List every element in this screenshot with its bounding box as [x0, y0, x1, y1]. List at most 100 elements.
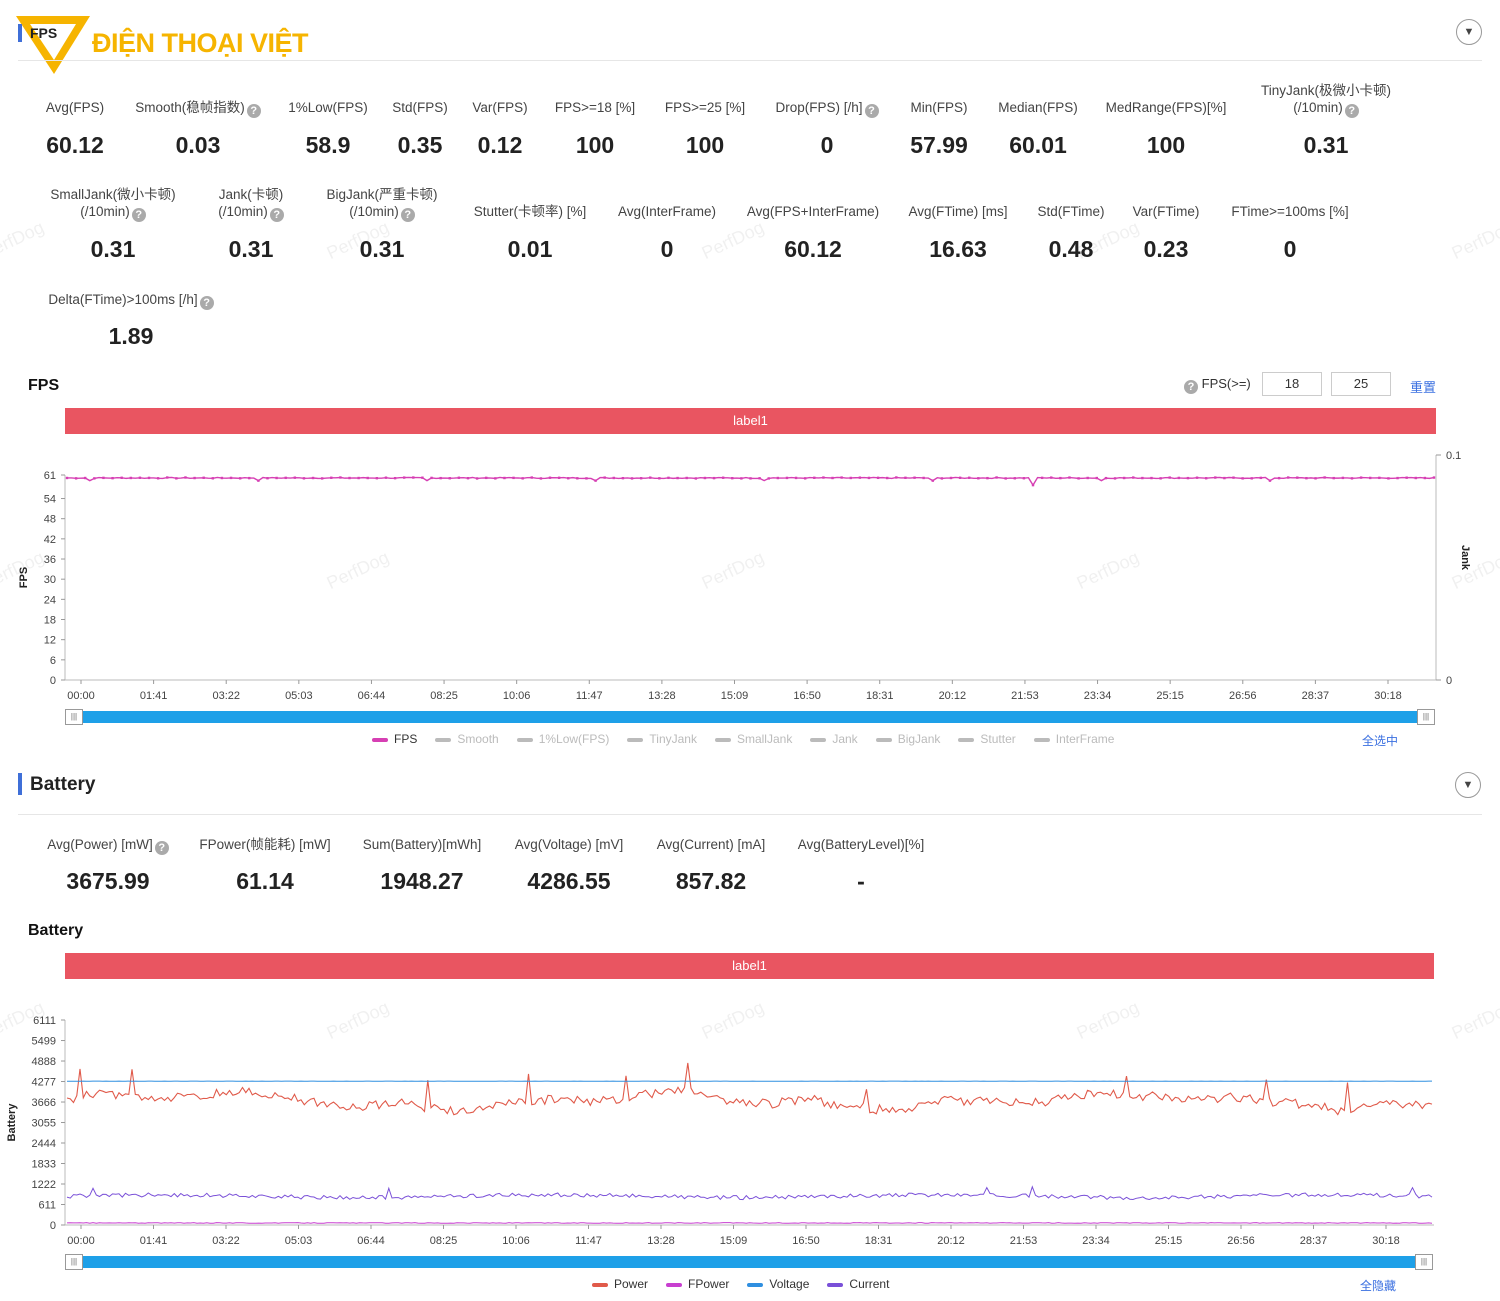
x-tick-label: 06:44 [358, 690, 386, 702]
y-tick-label: 1833 [32, 1159, 56, 1171]
legend-item-tinyjank[interactable]: TinyJank [627, 732, 697, 746]
stat-item: Median(FPS) 60.01 [948, 82, 1128, 158]
stat-item: Avg(InterFrame) 0 [577, 186, 757, 262]
x-tick-label: 08:25 [430, 690, 458, 702]
fps-data-point [521, 477, 524, 480]
fps-slider-left-handle[interactable]: ||| [65, 709, 83, 725]
x-tick-label: 21:53 [1010, 1235, 1038, 1247]
fps-data-point [1286, 476, 1290, 479]
stat-value: 0.31 [228, 236, 274, 262]
fps-line-chart[interactable]: 0 6 12 18 24 30 36 42 48 54 61 00:00 01:41 03:22 05:03… [0, 440, 1500, 710]
stat-item: Stutter(卡顿率) [%] 0.01 [440, 186, 620, 262]
stat-value: 1948.27 [380, 868, 464, 894]
help-icon[interactable]: ? [1184, 380, 1198, 394]
x-tick-label: 08:25 [430, 1235, 458, 1247]
battery-slider-left-handle[interactable]: ||| [65, 1254, 83, 1270]
y-tick-label: 18 [44, 615, 56, 627]
stat-label-text: FTime>=100ms [%] [1231, 204, 1349, 219]
legend-item-1-low-fps-[interactable]: 1%Low(FPS) [516, 732, 609, 746]
stat-label: TinyJank(极微小卡顿) (/10min)? [1236, 82, 1416, 118]
stat-item: Var(FTime) 0.23 [1076, 186, 1256, 262]
battery-zoom-slider[interactable] [66, 1256, 1432, 1268]
x-tick-label: 10:06 [503, 690, 531, 702]
fps-data-point [248, 476, 251, 480]
fps-data-point [612, 476, 615, 480]
legend-swatch-icon [435, 737, 452, 742]
y-tick-label: 36 [44, 554, 56, 566]
fps-data-point [1259, 476, 1263, 480]
fps-data-point [65, 476, 69, 480]
y-tick-label: 6111 [33, 1015, 56, 1027]
stat-label-text: Median(FPS) [998, 100, 1078, 115]
legend-item-fps[interactable]: FPS [372, 732, 417, 746]
legend-item-power[interactable]: Power [592, 1277, 648, 1291]
reset-button[interactable]: 重置 [1410, 380, 1437, 395]
x-tick-label: 06:44 [357, 1235, 385, 1247]
help-icon[interactable]: ? [131, 208, 146, 222]
fps-data-point [120, 476, 123, 479]
fps-threshold-input-2[interactable]: 25 [1331, 372, 1391, 396]
battery-slider-right-handle[interactable]: ||| [1415, 1254, 1433, 1270]
battery-collapse-button[interactable]: ▼ [1455, 772, 1481, 798]
fps-data-point [1277, 476, 1281, 480]
fps-threshold-input-1[interactable]: 18 [1262, 372, 1322, 396]
fps-data-point [311, 476, 315, 480]
help-icon[interactable]: ? [269, 208, 284, 222]
stat-item: Jank(卡顿) (/10min)? 0.31 [161, 186, 341, 262]
stat-item: FPower(帧能耗) [mW] 61.14 [175, 836, 355, 894]
help-icon[interactable]: ? [246, 104, 261, 118]
legend-item-bigjank[interactable]: BigJank [875, 732, 940, 746]
stat-label-text: 1%Low(FPS) [288, 100, 368, 115]
y-tick-label: 3666 [32, 1097, 56, 1109]
stat-label: MedRange(FPS)[%] [1076, 99, 1256, 116]
legend-item-interframe[interactable]: InterFrame [1033, 732, 1114, 746]
stat-label: Min(FPS) [849, 99, 1029, 116]
legend-item-fpower[interactable]: FPower [666, 1277, 729, 1291]
stat-value: 100 [1146, 132, 1186, 158]
legend-item-smalljank[interactable]: SmallJank [714, 732, 792, 746]
battery-hide-all-button[interactable]: 全隐藏 [1360, 1279, 1397, 1293]
legend-swatch-icon [372, 737, 388, 742]
stat-item: Avg(FTime) [ms] 16.63 [868, 186, 1048, 262]
fps-data-point [193, 476, 196, 480]
section-accent-bar [18, 24, 22, 42]
fps-data-point [339, 476, 342, 479]
legend-swatch-icon [666, 1282, 683, 1287]
stat-label: Avg(FPS) [0, 99, 165, 116]
fps-collapse-button[interactable]: ▼ [1456, 19, 1482, 45]
legend-swatch-icon [592, 1282, 608, 1287]
help-icon[interactable]: ? [864, 104, 879, 118]
fps-data-point [1132, 476, 1135, 479]
battery-series-power-line [66, 1062, 1433, 1116]
legend-item-stutter[interactable]: Stutter [958, 732, 1016, 746]
y2-tick-label: 0.1 [1446, 450, 1461, 462]
legend-item-smooth[interactable]: Smooth [435, 732, 499, 746]
help-icon[interactable]: ? [199, 296, 214, 310]
fps-data-point [330, 476, 333, 479]
battery-line-chart[interactable]: 0 611 1222 1833 2444 3055 3666 4277 4888 5499 6111… [0, 985, 1500, 1255]
legend-item-current[interactable]: Current [827, 1277, 889, 1291]
fps-zoom-slider[interactable] [66, 711, 1434, 723]
stat-label-text: MedRange(FPS)[%] [1105, 100, 1227, 115]
fps-data-point [895, 476, 898, 479]
fps-data-point [712, 476, 716, 480]
fps-data-point [1314, 477, 1317, 480]
battery-label-bar[interactable]: label1 [65, 953, 1434, 979]
y-tick-label: 12 [44, 635, 56, 647]
fps-data-point [357, 476, 360, 480]
legend-item-voltage[interactable]: Voltage [747, 1277, 809, 1291]
battery-series-fpower-line [66, 1222, 1433, 1224]
fps-data-point [1159, 477, 1162, 480]
fps-label-bar[interactable]: label1 [65, 408, 1436, 434]
fps-data-point [694, 477, 698, 480]
help-icon[interactable]: ? [400, 208, 415, 222]
fps-select-all-button[interactable]: 全选中 [1362, 734, 1399, 748]
stat-label: Smooth(稳帧指数)? [108, 99, 288, 118]
help-icon[interactable]: ? [1344, 104, 1359, 118]
x-tick-label: 25:15 [1155, 1235, 1183, 1247]
fps-data-point [1195, 476, 1199, 479]
fps-slider-right-handle[interactable]: ||| [1417, 709, 1435, 725]
help-icon[interactable]: ? [154, 841, 169, 855]
section-divider [18, 814, 1482, 815]
legend-item-jank[interactable]: Jank [810, 732, 858, 746]
